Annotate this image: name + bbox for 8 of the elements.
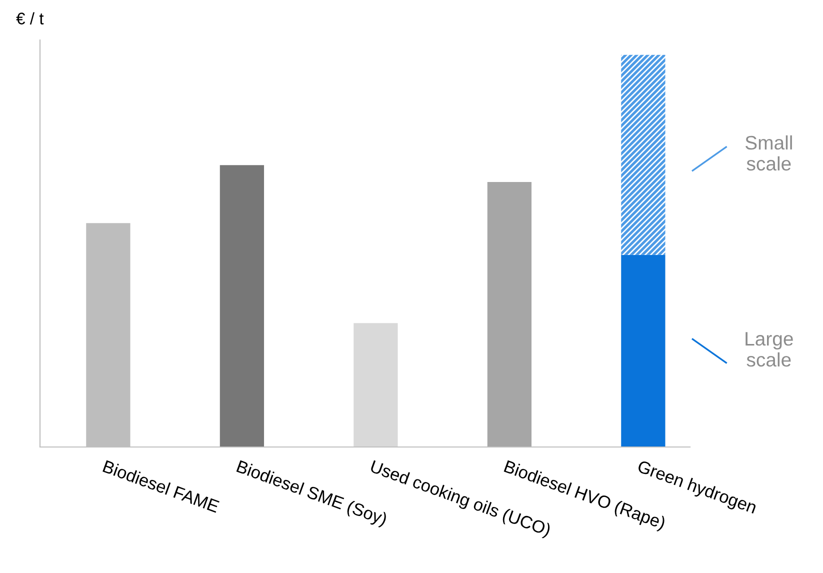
bar (354, 323, 398, 447)
bar (621, 54, 666, 255)
bar (621, 254, 666, 447)
legend-label: Large scale (746, 332, 793, 367)
bar (487, 182, 532, 447)
bar (220, 165, 264, 447)
text: Small scale (745, 135, 792, 171)
y-axis-title: € / t (16, 12, 44, 24)
